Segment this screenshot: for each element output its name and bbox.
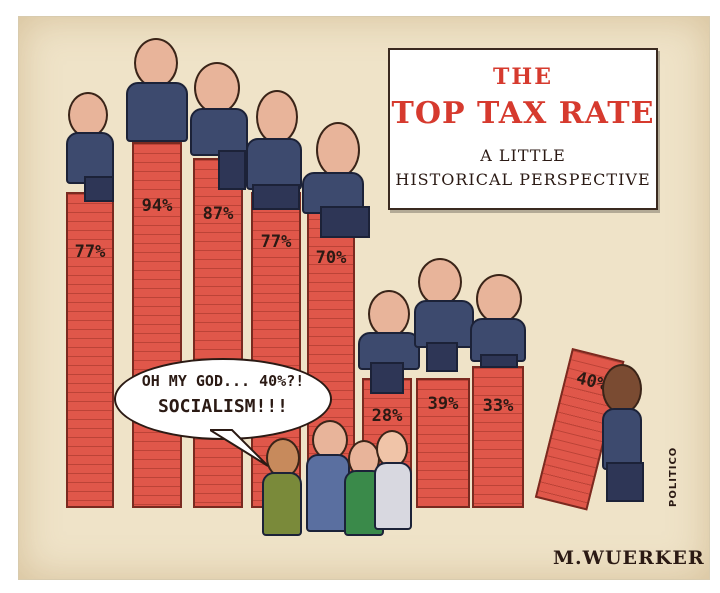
artist-signature: M.WUERKER xyxy=(553,547,705,569)
bar-2: 94% xyxy=(132,142,182,508)
subtitle-line-2: HISTORICAL PERSPECTIVE xyxy=(395,170,651,189)
subtitle-line-1: A LITTLE xyxy=(480,146,566,165)
bar-3: 87% xyxy=(193,158,243,508)
bar-7-label: 39% xyxy=(427,394,459,414)
speech-line-1: OH MY GOD... 40%?! xyxy=(141,372,305,390)
speech-line-2: SOCIALISM!!! xyxy=(157,396,289,417)
speech-bubble-tail xyxy=(210,429,269,467)
bar-1: 77% xyxy=(66,192,114,508)
bar-8: 33% xyxy=(472,366,524,508)
publication-credit: POLITICO xyxy=(668,446,679,507)
title-card: THE TOP TAX RATE A LITTLE HISTORICAL PER… xyxy=(388,48,658,210)
bar-1-label: 77% xyxy=(74,242,106,262)
title-line-1: THE xyxy=(493,64,553,90)
bar-5-label: 70% xyxy=(315,248,347,268)
bar-7: 39% xyxy=(416,378,470,508)
bar-4-label: 77% xyxy=(260,232,292,252)
bar-6-label: 28% xyxy=(371,406,403,426)
bar-8-label: 33% xyxy=(482,396,514,416)
bar-2-label: 94% xyxy=(141,196,173,216)
title-line-2: TOP TAX RATE xyxy=(391,96,655,131)
bar-3-label: 87% xyxy=(202,204,234,224)
